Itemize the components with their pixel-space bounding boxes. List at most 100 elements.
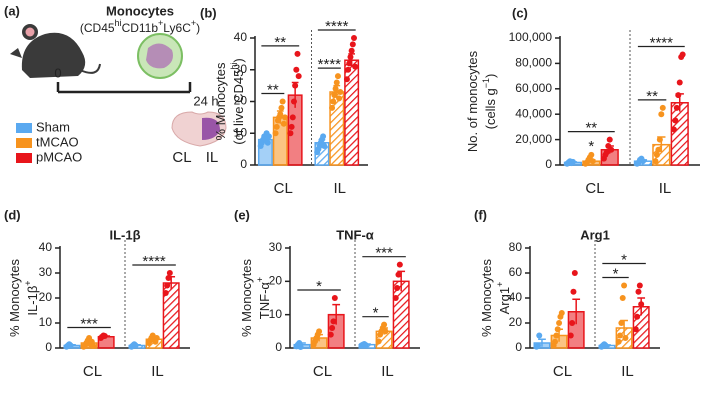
chart-title: TNF-α bbox=[336, 227, 374, 242]
text-run: TNF-α bbox=[257, 282, 272, 320]
legend-swatch bbox=[16, 138, 32, 148]
side-label: IL bbox=[206, 149, 219, 166]
data-point bbox=[652, 158, 659, 165]
x-group-label: IL bbox=[381, 363, 394, 380]
data-point bbox=[289, 114, 296, 121]
data-point bbox=[273, 123, 280, 130]
cell-nucleus bbox=[146, 43, 173, 69]
y-tick-label: 20 bbox=[234, 94, 248, 108]
error-bar bbox=[572, 298, 581, 325]
y-tick-label: 0 bbox=[275, 340, 282, 354]
data-point bbox=[589, 158, 596, 165]
text-run: + bbox=[158, 18, 163, 28]
x-group-label: IL bbox=[621, 363, 634, 380]
y-axis-label: % Monocytes bbox=[479, 258, 494, 337]
data-point bbox=[617, 332, 624, 339]
data-point bbox=[165, 275, 172, 281]
data-point bbox=[343, 76, 350, 83]
x-group-label: CL bbox=[313, 363, 332, 380]
data-point bbox=[293, 66, 300, 73]
significance-label: ** bbox=[646, 88, 658, 105]
y-axis-label: Arg1+ bbox=[495, 282, 512, 315]
y-tick-label: 60,000 bbox=[515, 81, 552, 95]
data-point bbox=[279, 98, 286, 105]
y-tick-label: 10 bbox=[269, 307, 283, 321]
legend-swatch bbox=[16, 153, 32, 163]
data-point bbox=[272, 130, 279, 137]
text-run: + bbox=[23, 280, 33, 285]
panel: (b) % Monocytes (of live CD45hi) 0 10 20 30 40 C… bbox=[200, 5, 368, 197]
x-group-label: IL bbox=[659, 180, 672, 197]
data-point bbox=[321, 142, 328, 149]
mouse-ear-inner bbox=[25, 27, 35, 37]
text-run: Arg1 bbox=[497, 287, 512, 314]
x-group-label: IL bbox=[333, 180, 346, 197]
data-point bbox=[350, 35, 357, 41]
y-tick-label: 60 bbox=[509, 265, 523, 279]
data-point bbox=[552, 338, 559, 345]
data-point bbox=[329, 325, 336, 331]
data-point bbox=[316, 328, 323, 335]
y-tick-label: 20 bbox=[269, 274, 283, 288]
panel-a: (a) Monocytes (CD45hiCD11b+Ly6C+) 0 24 h… bbox=[4, 3, 227, 166]
data-point bbox=[553, 332, 560, 339]
y-tick-label: 80 bbox=[509, 240, 523, 254]
y-axis-label: IL-1β+ bbox=[23, 280, 40, 315]
data-point bbox=[67, 342, 74, 349]
legend-swatch bbox=[16, 123, 32, 133]
data-point bbox=[327, 331, 334, 338]
data-point bbox=[638, 301, 645, 308]
data-point bbox=[290, 98, 297, 105]
data-point bbox=[334, 73, 341, 80]
text-run: hi bbox=[115, 18, 122, 28]
text-run: −1 bbox=[481, 78, 491, 88]
data-point bbox=[636, 282, 643, 289]
mouse-nose bbox=[10, 48, 22, 58]
x-group-label: CL bbox=[83, 363, 102, 380]
data-point bbox=[278, 104, 285, 111]
data-point bbox=[280, 120, 287, 127]
y-tick-label: 30 bbox=[269, 240, 283, 254]
data-point bbox=[394, 285, 401, 291]
y-tick-label: 40,000 bbox=[515, 106, 552, 120]
error-bar bbox=[538, 338, 546, 347]
data-point bbox=[382, 328, 389, 335]
data-point bbox=[672, 117, 679, 124]
x-group-label: CL bbox=[553, 363, 572, 380]
data-point bbox=[395, 271, 402, 278]
x-group-label: CL bbox=[274, 180, 293, 197]
mouse-body bbox=[21, 32, 86, 78]
text-run: + bbox=[191, 18, 196, 28]
y-tick-label: 80,000 bbox=[515, 56, 552, 70]
text-run: % Monocytes bbox=[479, 258, 494, 337]
y-tick-label: 30 bbox=[234, 62, 248, 76]
panel-subtitle: (CD45hiCD11b+Ly6C+) bbox=[80, 18, 200, 35]
data-point bbox=[655, 146, 662, 153]
y-axis-label: TNF-α+ bbox=[255, 277, 272, 319]
data-point bbox=[608, 146, 615, 153]
data-point bbox=[602, 342, 609, 349]
data-point bbox=[333, 79, 340, 86]
data-point bbox=[675, 92, 682, 99]
y-tick-label: 40 bbox=[234, 30, 248, 44]
data-point bbox=[534, 342, 541, 349]
data-point bbox=[264, 139, 271, 146]
panel-label: (b) bbox=[200, 5, 217, 20]
y-tick-label: 0 bbox=[545, 157, 552, 171]
significance-label: ** bbox=[585, 120, 597, 137]
data-point bbox=[132, 342, 139, 349]
data-point bbox=[375, 338, 382, 345]
data-point bbox=[634, 313, 641, 320]
significance-label: ** bbox=[267, 81, 279, 98]
y-tick-label: 40 bbox=[509, 290, 523, 304]
significance-label: **** bbox=[650, 34, 674, 51]
data-point bbox=[635, 288, 642, 295]
data-point bbox=[345, 66, 352, 73]
legend-label: tMCAO bbox=[36, 134, 79, 149]
legend-label: Sham bbox=[36, 119, 70, 134]
data-point bbox=[392, 295, 399, 301]
